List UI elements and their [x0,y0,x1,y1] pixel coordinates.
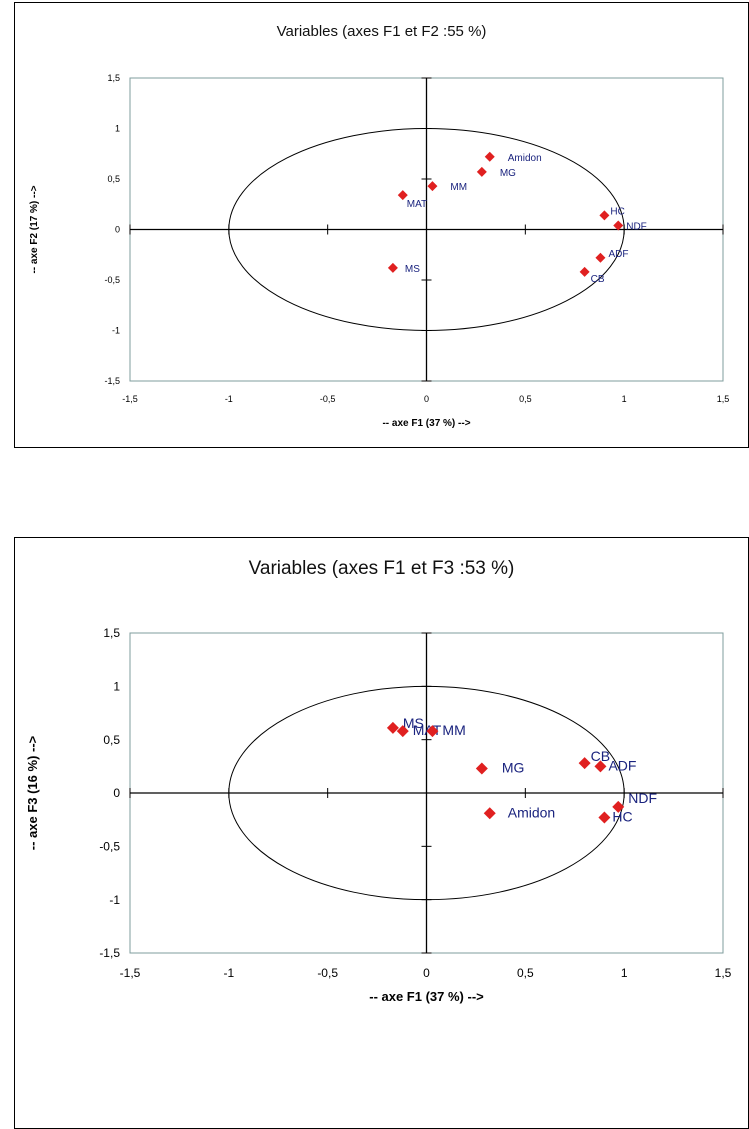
data-point-label: NDF [626,221,647,232]
data-point-marker [396,725,409,738]
data-point-label: CB [591,748,610,764]
data-point-label: MG [502,759,525,775]
x-tick-label: 0,5 [519,394,532,404]
data-point-marker [594,760,607,773]
data-point-marker [426,725,439,738]
data-point-marker [599,210,610,221]
x-tick-label: -0,5 [320,394,336,404]
data-point-marker [579,266,590,277]
data-point-label: ADF [608,757,636,773]
data-point-label: MS [403,715,424,731]
chart-panel-f1-f2: Variables (axes F1 et F2 :55 %) -1,5 -1 -0… [14,2,749,448]
y-axis-title: -- axe F2 (17 %) --> [29,185,40,273]
data-point-marker [483,807,496,820]
y-tick-label: -0,5 [99,840,120,854]
data-point-label: NDF [628,790,657,806]
y-axis-title: -- axe F3 (16 %) --> [25,735,40,850]
x-tick-label: -1,5 [122,394,138,404]
data-point-label: MM [450,182,467,193]
x-axis-title: -- axe F1 (37 %) --> [369,989,484,1004]
x-axis-title: -- axe F1 (37 %) --> [382,418,470,429]
y-tick-label: 1,5 [107,73,120,83]
data-point-label: MAT [407,199,427,210]
data-point-marker [595,252,606,263]
y-tick-label: 1 [115,124,120,134]
data-point-marker [578,757,591,770]
y-tick-label: 0 [115,225,120,235]
chart-panel-f1-f3: Variables (axes F1 et F3 :53 %) -1,5 -1 -0… [14,537,749,1129]
data-point-marker [475,762,488,775]
x-tick-label: 0 [423,966,430,980]
y-tick-label: 1 [113,680,120,694]
data-point-marker [427,181,438,192]
data-point-label: MS [405,264,420,275]
y-tick-label: -0,5 [104,275,120,285]
data-point-marker [598,811,611,824]
data-point-marker [387,262,398,273]
data-point-marker [613,220,624,231]
data-point-label: MG [500,168,516,179]
y-tick-label: -1 [109,893,120,907]
data-point-marker [612,800,625,813]
scatter-plot-f1-f3: -1,5 -1 -0,5 0 0,5 1 1,5 1,5 1 0,5 0 -0,5 -1 -1,5 -- a… [25,626,732,1004]
x-tick-label: 1 [622,394,627,404]
x-tick-label: -1 [223,966,234,980]
y-tick-label: 0,5 [107,174,120,184]
data-point-marker [476,166,487,177]
data-point-label: MM [442,722,465,738]
data-point-label: Amidon [508,153,542,164]
x-tick-label: -1 [225,394,233,404]
y-tick-label: 0,5 [103,733,120,747]
x-tick-label: 1 [621,966,628,980]
y-tick-label: 0 [113,786,120,800]
data-point-label: CB [591,274,605,285]
chart-title: Variables (axes F1 et F2 :55 %) [276,23,487,40]
data-point-label: HC [612,809,632,825]
data-point-label: Amidon [508,804,555,820]
scatter-plot-f1-f2: -1,5 -1 -0,5 0 0,5 1 1,5 1,5 1 0,5 0 -0,5 -1 -1,5 -- a… [29,73,730,429]
data-point-label: HC [610,206,624,217]
x-tick-label: -0,5 [317,966,338,980]
x-tick-label: -1,5 [120,966,141,980]
x-tick-label: 1,5 [717,394,730,404]
chart-title: Variables (axes F1 et F3 :53 %) [248,558,515,579]
data-point-marker [397,190,408,201]
y-tick-label: -1 [112,326,120,336]
data-point-label: ADF [608,249,628,260]
x-tick-label: 0 [424,394,429,404]
y-tick-label: -1,5 [99,946,120,960]
data-point-marker [484,151,495,162]
y-tick-label: -1,5 [104,376,120,386]
x-tick-label: 0,5 [517,966,534,980]
x-tick-label: 1,5 [715,966,732,980]
y-tick-label: 1,5 [103,626,120,640]
data-point-marker [386,721,399,734]
